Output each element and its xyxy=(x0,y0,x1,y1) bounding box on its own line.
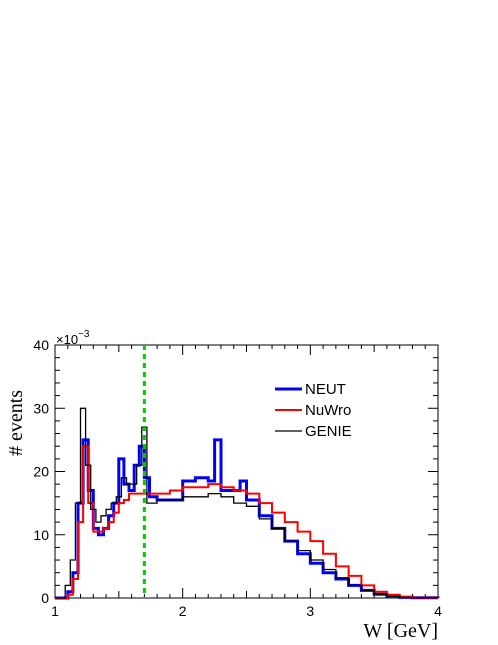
y-axis-title: # events xyxy=(5,390,27,456)
legend-label-genie: GENIE xyxy=(305,423,352,440)
x-tick-label: 1 xyxy=(51,603,59,619)
x-tick-label: 4 xyxy=(434,603,442,619)
legend-label-neut: NEUT xyxy=(305,381,346,398)
series-genie xyxy=(55,407,439,599)
series-neut xyxy=(55,438,440,600)
series-layer xyxy=(55,407,440,600)
x-axis-title: W [GeV] xyxy=(363,620,438,642)
y-tick-label: 20 xyxy=(33,464,49,480)
axis-ticks xyxy=(54,344,439,599)
plot-frame xyxy=(54,344,439,599)
y-tick-label: 10 xyxy=(33,527,49,543)
x-tick-label: 3 xyxy=(306,603,314,619)
y-tick-label: 40 xyxy=(33,337,49,353)
y-multiplier-label: ×10 xyxy=(56,332,78,347)
legend: NEUT NuWro GENIE xyxy=(275,381,352,440)
x-tick-label: 2 xyxy=(179,603,187,619)
series-nuwro xyxy=(55,445,439,599)
y-exponent-label: −3 xyxy=(78,329,90,340)
y-tick-label: 0 xyxy=(41,590,49,606)
y-tick-label: 30 xyxy=(33,400,49,416)
legend-label-nuwro: NuWro xyxy=(305,402,351,419)
